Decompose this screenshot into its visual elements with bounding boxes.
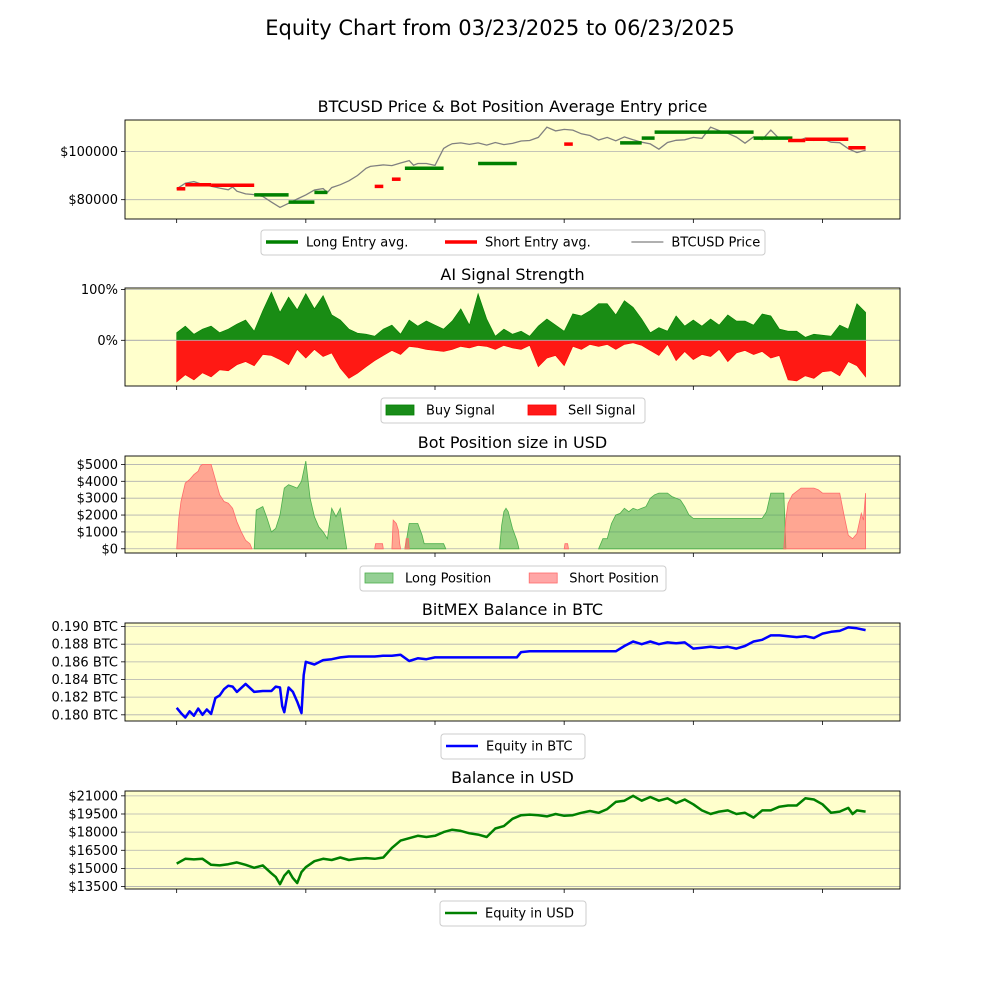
long-position-area — [597, 492, 787, 550]
chart-panel-5: Balance in USD $13500 $15000 $16500 $18000 $1… — [68, 768, 901, 927]
legend-label: Equity in BTC — [486, 740, 572, 755]
figure-title: Equity Chart from 03/23/2025 to 06/23/20… — [265, 16, 735, 40]
axes-frame — [124, 287, 901, 387]
plot-area — [125, 791, 900, 889]
y-tick-label: 0.186 BTC — [51, 655, 118, 670]
chart-panels: BTCUSD Price & Bot Position Average Entr… — [51, 97, 901, 927]
legend-box — [260, 229, 766, 256]
legend-label: Long Position — [405, 572, 491, 587]
legend-box — [439, 900, 587, 927]
legend: Buy Signal Sell Signal — [380, 397, 646, 424]
chart-panel-1: BTCUSD Price & Bot Position Average Entr… — [60, 97, 901, 256]
y-tick-label: $5000 — [77, 458, 118, 473]
chart-panel-4: BitMEX Balance in BTC 0.180 BTC 0.182 BTC 0… — [51, 600, 901, 760]
long-position-area — [253, 461, 348, 550]
y-tick-label: $1000 — [77, 525, 118, 540]
panel-title: Bot Position size in USD — [418, 433, 607, 452]
plot-content — [176, 461, 866, 550]
y-tick-label: $21000 — [68, 789, 118, 804]
legend-box — [440, 733, 586, 760]
legend: Equity in USD — [439, 900, 587, 927]
y-tick-label: $2000 — [77, 509, 118, 524]
short-position-area — [404, 538, 410, 550]
legend: Equity in BTC — [440, 733, 586, 760]
y-tick-label: 100% — [81, 283, 118, 298]
y-tick-label: 0.180 BTC — [51, 708, 118, 723]
plot-content — [175, 626, 866, 719]
plot-content — [176, 794, 866, 886]
plot-content — [176, 126, 866, 209]
axes-frame — [124, 790, 901, 890]
legend-label: Equity in USD — [485, 907, 574, 922]
y-tick-label: $100000 — [60, 145, 118, 160]
short-position-area — [176, 464, 253, 550]
legend-label: Long Entry avg. — [306, 236, 408, 251]
short-position-area — [783, 487, 866, 550]
plot-area — [125, 120, 900, 219]
short-position-area — [563, 543, 569, 550]
long-position-area — [404, 523, 447, 550]
equity-usd-line — [176, 794, 866, 886]
legend-label: Short Entry avg. — [485, 236, 591, 251]
y-tick-label: 0.190 BTC — [51, 620, 118, 635]
legend-swatch — [364, 572, 394, 584]
panel-title: BitMEX Balance in BTC — [422, 600, 603, 619]
legend-box — [359, 565, 667, 592]
long-position-area — [499, 507, 520, 550]
legend: Long Position Short Position — [359, 565, 667, 592]
y-tick-label: $0 — [101, 542, 118, 557]
chart-panel-2: AI Signal Strength 0% 100% Buy Signal Sell S… — [81, 265, 901, 424]
y-tick-label: $15000 — [68, 862, 118, 877]
axes-frame — [124, 622, 901, 722]
y-tick-label: $19500 — [68, 807, 118, 822]
short-position-area — [374, 543, 384, 550]
y-tick-label: $3000 — [77, 492, 118, 507]
y-tick-label: $4000 — [77, 475, 118, 490]
panel-title: Balance in USD — [451, 768, 574, 787]
y-tick-label: $13500 — [68, 880, 118, 895]
sell-signal-area — [176, 340, 866, 383]
legend: Long Entry avg. Short Entry avg. BTCUSD Pr… — [260, 229, 766, 256]
panel-title: AI Signal Strength — [440, 265, 584, 284]
legend-label: Sell Signal — [568, 404, 636, 419]
y-tick-label: $16500 — [68, 844, 118, 859]
equity-btc-line — [175, 626, 866, 719]
y-tick-label: 0.188 BTC — [51, 638, 118, 653]
y-tick-label: $80000 — [68, 193, 118, 208]
plot-content — [125, 291, 900, 383]
short-position-area — [391, 519, 402, 550]
legend-box — [380, 397, 646, 424]
axes-frame — [124, 119, 901, 220]
legend-label: BTCUSD Price — [671, 236, 760, 251]
chart-panel-3: Bot Position size in USD $0 $1000$2000 $300… — [77, 433, 901, 592]
legend-swatch — [385, 404, 415, 416]
y-tick-label: 0.182 BTC — [51, 691, 118, 706]
y-tick-label: 0% — [97, 334, 118, 349]
y-tick-label: 0.184 BTC — [51, 673, 118, 688]
buy-signal-area — [176, 291, 866, 341]
axes-frame — [124, 455, 901, 554]
legend-label: Buy Signal — [426, 404, 495, 419]
y-tick-label: $18000 — [68, 826, 118, 841]
legend-swatch — [527, 404, 557, 416]
legend-label: Short Position — [569, 572, 659, 587]
plot-area — [125, 623, 900, 721]
panel-title: BTCUSD Price & Bot Position Average Entr… — [318, 97, 708, 116]
legend-swatch — [528, 572, 558, 584]
